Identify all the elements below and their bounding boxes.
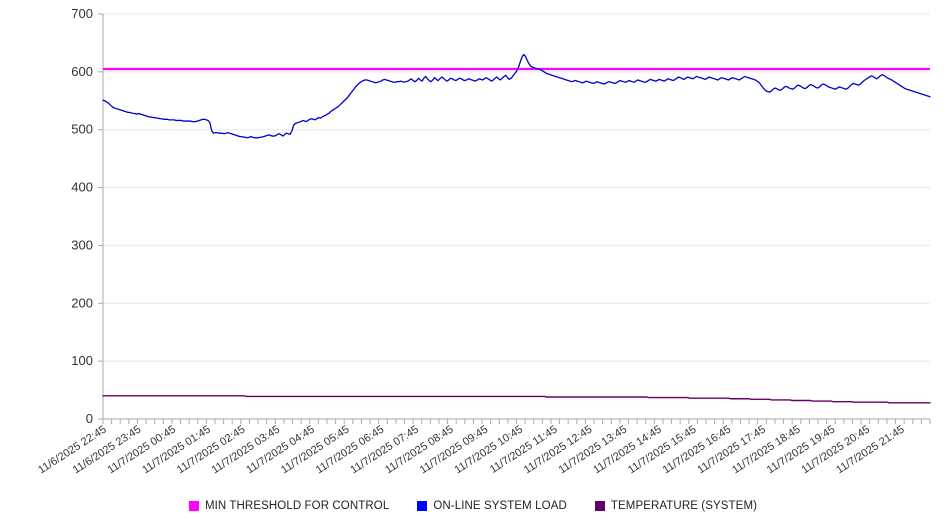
y-axis-ticks: 0 100 200 300 400 500 600 700 [71,6,104,426]
x-axis-ticks [102,418,931,424]
svg-text:600: 600 [71,64,93,79]
chart-legend: MIN THRESHOLD FOR CONTROL ON-LINE SYSTEM… [0,494,946,518]
svg-text:400: 400 [71,180,93,195]
legend-label-temperature-system: TEMPERATURE (SYSTEM) [610,500,758,512]
legend-swatch-min-threshold-for-control [188,501,199,511]
svg-text:200: 200 [71,295,93,310]
legend-item-min-threshold-for-control[interactable]: MIN THRESHOLD FOR CONTROL [188,500,390,512]
legend-swatch-on-line-system-load [417,501,428,511]
svg-text:100: 100 [71,353,93,368]
series-lines [102,53,931,404]
legend-label-on-line-system-load: ON-LINE SYSTEM LOAD [433,500,567,512]
svg-text:500: 500 [71,122,93,137]
legend-swatch-temperature-system [594,501,605,511]
grid-lines [103,13,930,420]
legend-item-on-line-system-load[interactable]: ON-LINE SYSTEM LOAD [417,500,567,512]
legend-item-temperature-system[interactable]: TEMPERATURE (SYSTEM) [594,500,758,512]
legend-label-min-threshold-for-control: MIN THRESHOLD FOR CONTROL [204,500,390,512]
svg-text:300: 300 [71,237,93,252]
svg-text:0: 0 [86,411,93,426]
svg-text:700: 700 [71,6,93,21]
